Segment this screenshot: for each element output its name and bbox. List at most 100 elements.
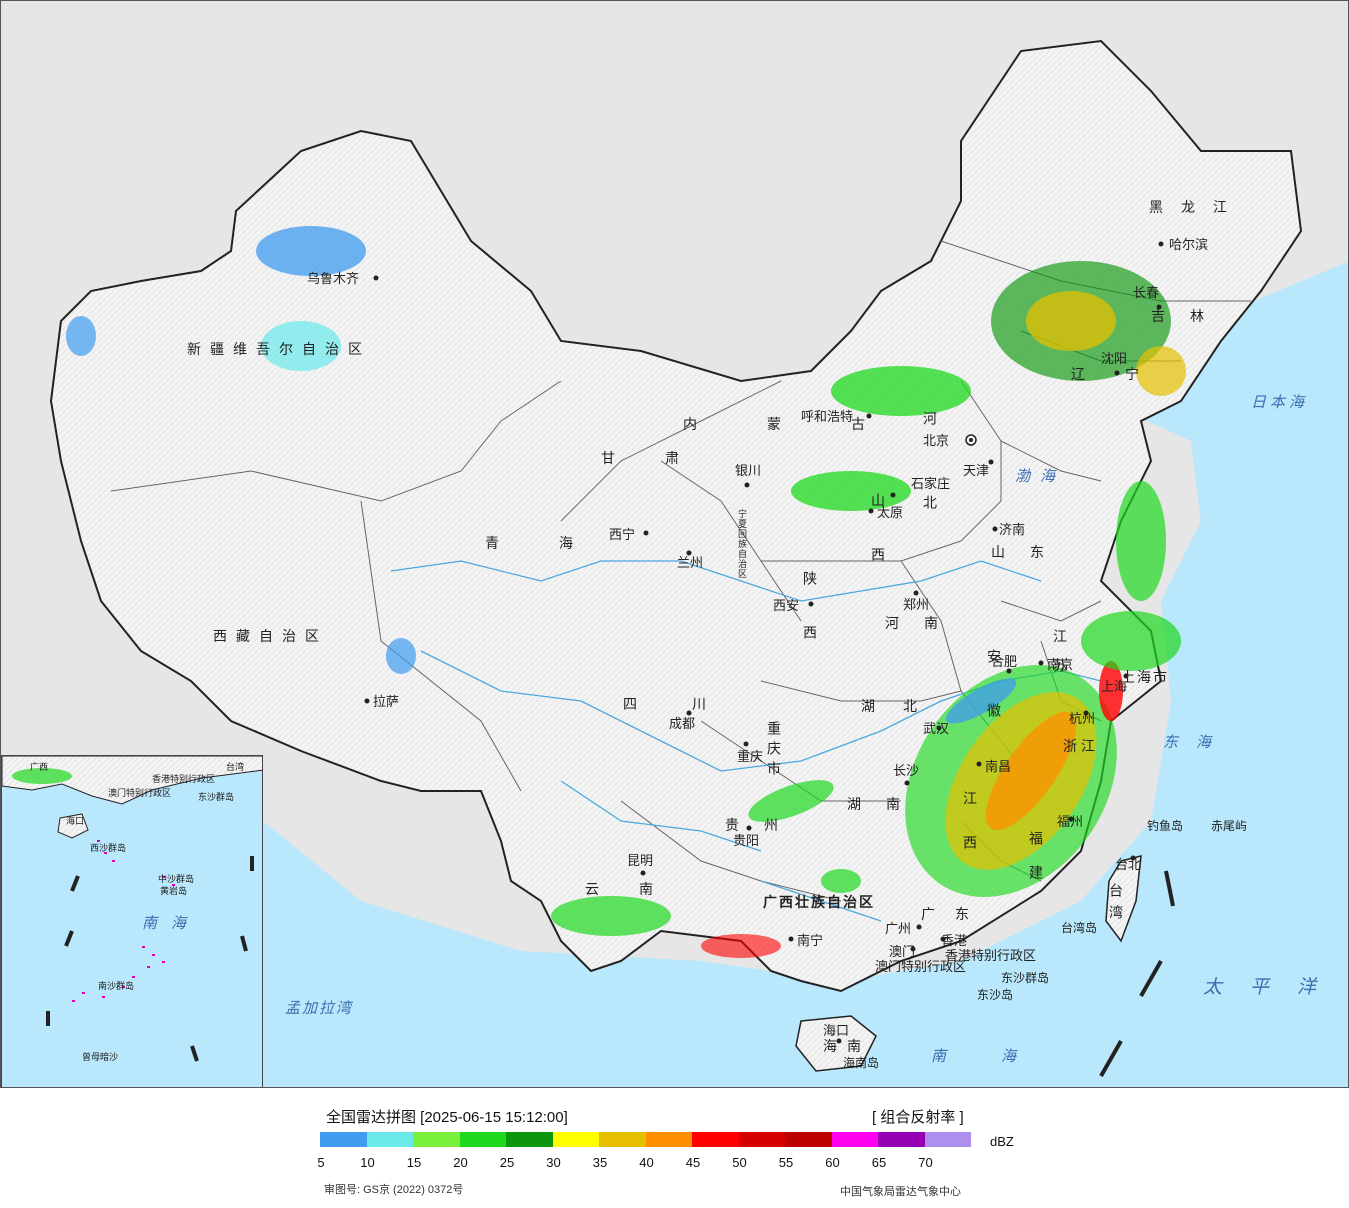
color-swatch <box>878 1132 925 1147</box>
region-sichuan: 四川 <box>623 697 761 713</box>
city-nanning: 南宁 <box>797 933 823 949</box>
region-shandong: 山东 <box>991 545 1069 561</box>
inset-guangxi: 广西 <box>30 761 48 773</box>
scale-tick-label: 5 <box>317 1155 325 1170</box>
legend-area <box>0 1088 1349 1208</box>
sea-bohai: 渤海 <box>1015 467 1065 485</box>
city-taipei: 台北 <box>1115 858 1141 873</box>
region-zhejiang: 浙江 <box>1063 739 1099 755</box>
city-hohhot: 呼和浩特 <box>801 410 853 425</box>
inset-nansha: 南沙群岛 <box>98 980 134 992</box>
region-hongkong: 香港特别行政区 <box>945 949 1036 964</box>
south-china-sea-inset: 南海 西沙群岛 中沙群岛 南沙群岛 黄岩岛 曾母暗沙 东沙群岛 海口 香港特别行… <box>1 755 263 1087</box>
region-qinghai: 青海 <box>485 536 633 552</box>
color-swatch <box>459 1132 506 1147</box>
city-haikou: 海口 <box>823 1024 849 1039</box>
scale-tick-label: 30 <box>546 1155 561 1170</box>
city-hangzhou: 杭州 <box>1069 712 1095 727</box>
region-hainan: 海南 <box>823 1039 871 1055</box>
scale-tick-label: 55 <box>778 1155 794 1170</box>
region-xizang: 西藏自治区 <box>213 629 328 645</box>
color-swatch <box>366 1132 413 1147</box>
region-guangdong: 广东 <box>921 907 989 923</box>
scale-tick-label: 50 <box>732 1155 747 1170</box>
city-shanghai: 上海 <box>1101 680 1127 695</box>
region-henan: 河南 <box>885 616 963 632</box>
color-swatch <box>738 1132 785 1147</box>
region-jilin: 吉林 <box>1151 309 1229 325</box>
city-nanjing: 南京 <box>1047 657 1073 673</box>
sea-pacific: 太平洋 <box>1203 976 1344 998</box>
region-hubei: 湖北 <box>861 699 945 715</box>
scale-tick-label: 35 <box>592 1155 608 1170</box>
city-guangzhou: 广州 <box>885 922 911 937</box>
region-shanxi: 山西 <box>869 493 885 601</box>
city-fuzhou: 福州 <box>1057 815 1083 830</box>
scale-tick-label: 60 <box>825 1155 840 1170</box>
color-swatch <box>552 1132 599 1147</box>
island-taiwan: 台湾岛 <box>1061 920 1097 935</box>
island-dongsha-islands: 东沙群岛 <box>1001 970 1049 985</box>
color-swatch <box>785 1132 832 1147</box>
inset-macau: 澳门特别行政区 <box>108 787 171 799</box>
region-guangxi: 广西壮族自治区 <box>763 894 875 911</box>
scale-tick-label: 10 <box>360 1155 375 1170</box>
color-scale <box>320 1132 971 1147</box>
inset-haikou: 海口 <box>66 815 84 827</box>
city-hongkong: 香港 <box>941 934 967 949</box>
scale-tick-label: 65 <box>871 1155 887 1170</box>
ocean <box>241 261 1348 1087</box>
city-hefei: 合肥 <box>991 655 1017 670</box>
sea-japan: 日本海 <box>1251 393 1308 411</box>
color-swatch <box>320 1132 367 1147</box>
taiwan-island <box>1105 855 1142 943</box>
city-chengdu: 成都 <box>669 717 695 732</box>
legend-title: 全国雷达拼图 [2025-06-15 15:12:00] <box>326 1109 568 1126</box>
region-chongqing: 重庆市 <box>765 721 781 781</box>
data-source: 中国气象局雷达气象中心 <box>840 1186 961 1198</box>
city-xining: 西宁 <box>609 527 635 543</box>
city-zhengzhou: 郑州 <box>903 598 929 613</box>
color-swatch <box>692 1132 739 1147</box>
bay-of-bengal <box>263 861 431 1087</box>
scale-tick-label: 25 <box>499 1155 515 1170</box>
sea-south-china: 南海 <box>931 1047 1071 1065</box>
hainan-island <box>795 1015 877 1072</box>
color-swatch <box>599 1132 646 1147</box>
island-chiwei: 赤尾屿 <box>1211 819 1247 833</box>
city-lhasa: 拉萨 <box>373 695 399 710</box>
inset-zengmu: 曾母暗沙 <box>82 1051 118 1063</box>
city-beijing: 北京 <box>923 434 949 449</box>
maritime-boundary <box>1099 870 1175 1077</box>
region-jiangsu: 江苏 <box>1051 629 1067 687</box>
map-approval-number: 审图号: GS京 (2022) 0372号 <box>324 1184 464 1196</box>
region-jiangxi: 江西 <box>961 791 977 879</box>
sea-bay-of-bengal: 孟加拉湾 <box>285 999 354 1017</box>
scale-tick-label: 70 <box>918 1155 933 1170</box>
city-jinan: 济南 <box>999 522 1025 538</box>
city-labels: 乌鲁木齐 拉萨 西宁 兰州 银川 呼和浩特 北京 天津 石家庄 太原 济南 郑州… <box>307 237 1208 1039</box>
inset-taiwan: 台湾 <box>226 761 244 773</box>
radar-echoes <box>66 226 1186 958</box>
region-fujian: 福建 <box>1027 831 1043 899</box>
region-liaoning: 辽宁 <box>1071 366 1179 383</box>
scale-tick-label: 45 <box>685 1155 701 1170</box>
scale-tick-label: 15 <box>406 1155 422 1170</box>
sea-east-china: 东海 <box>1163 733 1229 751</box>
city-lanzhou: 兰州 <box>677 556 703 571</box>
region-neimeng: 内蒙古 <box>683 417 935 433</box>
region-heilongjiang: 黑龙江 <box>1149 200 1245 216</box>
city-xian: 西安 <box>773 599 799 614</box>
color-swatch <box>413 1132 460 1147</box>
region-hebei: 河北 <box>921 411 937 579</box>
city-yinchuan: 银川 <box>735 464 761 479</box>
inset-dongsha: 东沙群岛 <box>198 791 234 803</box>
city-kunming: 昆明 <box>627 854 653 869</box>
city-urumqi: 乌鲁木齐 <box>307 271 359 287</box>
city-macau: 澳门 <box>889 944 915 960</box>
region-shanghai: 上海市 <box>1121 669 1169 686</box>
inset-hongkong: 香港特别行政区 <box>152 773 215 785</box>
city-wuhan: 武汉 <box>923 722 949 737</box>
city-shijiazhuang: 石家庄 <box>911 476 950 492</box>
city-harbin: 哈尔滨 <box>1169 237 1208 253</box>
